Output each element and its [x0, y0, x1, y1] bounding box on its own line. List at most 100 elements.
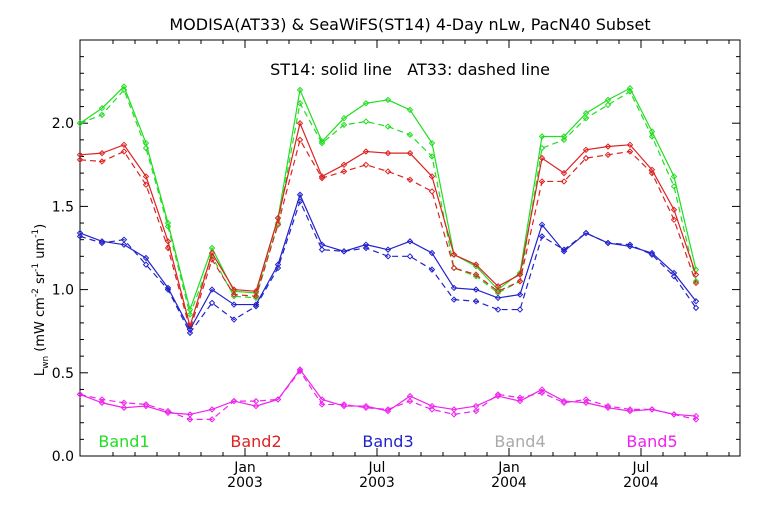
series-band5-dashed — [76, 367, 700, 423]
data-point — [252, 303, 260, 310]
data-point — [142, 261, 150, 268]
data-point — [450, 264, 458, 272]
data-point — [560, 246, 568, 253]
series-line — [79, 199, 697, 335]
data-point — [208, 286, 216, 293]
data-point — [340, 401, 348, 408]
y-tick-label: 1.5 — [52, 199, 74, 215]
data-point — [318, 173, 326, 180]
data-point — [648, 133, 656, 140]
data-point — [472, 261, 480, 268]
data-point — [230, 397, 238, 405]
x-tick-label-month: Jan — [497, 460, 520, 476]
data-point — [450, 264, 458, 272]
data-point — [362, 161, 370, 169]
data-point — [384, 149, 392, 157]
series-line — [79, 370, 697, 420]
data-point — [120, 404, 128, 411]
data-point — [582, 146, 590, 154]
data-point — [208, 406, 216, 413]
legend-band1: Band1 — [98, 432, 149, 451]
x-tick-label-year: 2003 — [227, 475, 263, 491]
data-point — [428, 406, 436, 413]
data-point — [582, 396, 590, 403]
data-point — [406, 176, 414, 183]
data-point — [186, 311, 194, 318]
data-point — [318, 401, 326, 408]
data-point — [516, 291, 524, 298]
data-point — [648, 406, 656, 413]
series-line — [79, 88, 697, 317]
data-point — [670, 273, 678, 280]
series-line — [79, 193, 697, 331]
series-band2-dashed — [76, 136, 700, 333]
data-point — [582, 115, 590, 122]
y-axis-units-close: ) — [33, 224, 48, 229]
data-point — [692, 416, 700, 423]
data-point — [318, 139, 326, 147]
legend-band4: Band4 — [494, 432, 545, 451]
data-point — [538, 386, 546, 393]
y-axis-units-part3: um — [33, 238, 48, 263]
series-band3-solid — [76, 191, 700, 333]
y-axis-units-part1: (mW cm — [33, 297, 48, 352]
data-point — [538, 221, 546, 228]
data-point — [648, 251, 656, 258]
data-point — [362, 148, 370, 155]
data-point — [274, 221, 282, 228]
data-point — [648, 169, 656, 177]
data-point — [76, 233, 84, 240]
data-point — [164, 223, 172, 230]
legend-band5: Band5 — [626, 432, 677, 451]
y-tick-label: 2.0 — [52, 116, 74, 132]
data-point — [472, 286, 480, 293]
data-point — [604, 151, 612, 159]
data-point — [406, 253, 414, 260]
data-point — [120, 86, 128, 94]
data-point — [494, 288, 502, 295]
data-point — [472, 407, 480, 415]
data-point — [428, 249, 436, 257]
line-style-annotation: ST14: solid line AT33: dashed line — [270, 60, 550, 79]
data-point — [560, 136, 568, 144]
data-point — [560, 399, 568, 406]
data-point — [494, 306, 502, 313]
data-point — [362, 241, 370, 248]
data-point — [362, 244, 370, 252]
data-point — [626, 85, 634, 92]
data-point — [208, 299, 216, 307]
data-point — [692, 278, 700, 285]
data-point — [538, 133, 546, 140]
data-point — [692, 279, 700, 287]
data-point — [472, 298, 480, 305]
data-point — [340, 121, 348, 129]
data-point — [98, 111, 106, 119]
data-point — [626, 88, 634, 95]
data-point — [208, 249, 216, 257]
legend: Band1 Band2 Band3 Band4 Band5 — [98, 432, 677, 451]
x-tick-label-month: Jul — [632, 460, 650, 476]
data-point — [516, 278, 524, 285]
data-point — [296, 119, 304, 127]
legend-band3: Band3 — [362, 432, 413, 451]
data-point — [428, 188, 436, 195]
data-point — [604, 101, 612, 109]
series-layer — [76, 83, 700, 423]
data-point — [626, 148, 634, 155]
data-point — [362, 402, 370, 410]
data-point — [296, 136, 304, 144]
data-point — [362, 100, 370, 107]
data-point — [516, 397, 524, 405]
data-point — [230, 301, 238, 308]
data-point — [274, 214, 282, 222]
data-point — [670, 173, 678, 180]
data-point — [538, 233, 546, 240]
data-point — [406, 238, 414, 245]
data-point — [516, 306, 524, 313]
x-tick-label-month: Jul — [368, 460, 386, 476]
x-tick-label-year: 2003 — [359, 475, 395, 491]
data-point — [692, 304, 700, 312]
data-point — [142, 173, 150, 180]
data-point — [120, 236, 128, 243]
data-point — [604, 239, 612, 247]
